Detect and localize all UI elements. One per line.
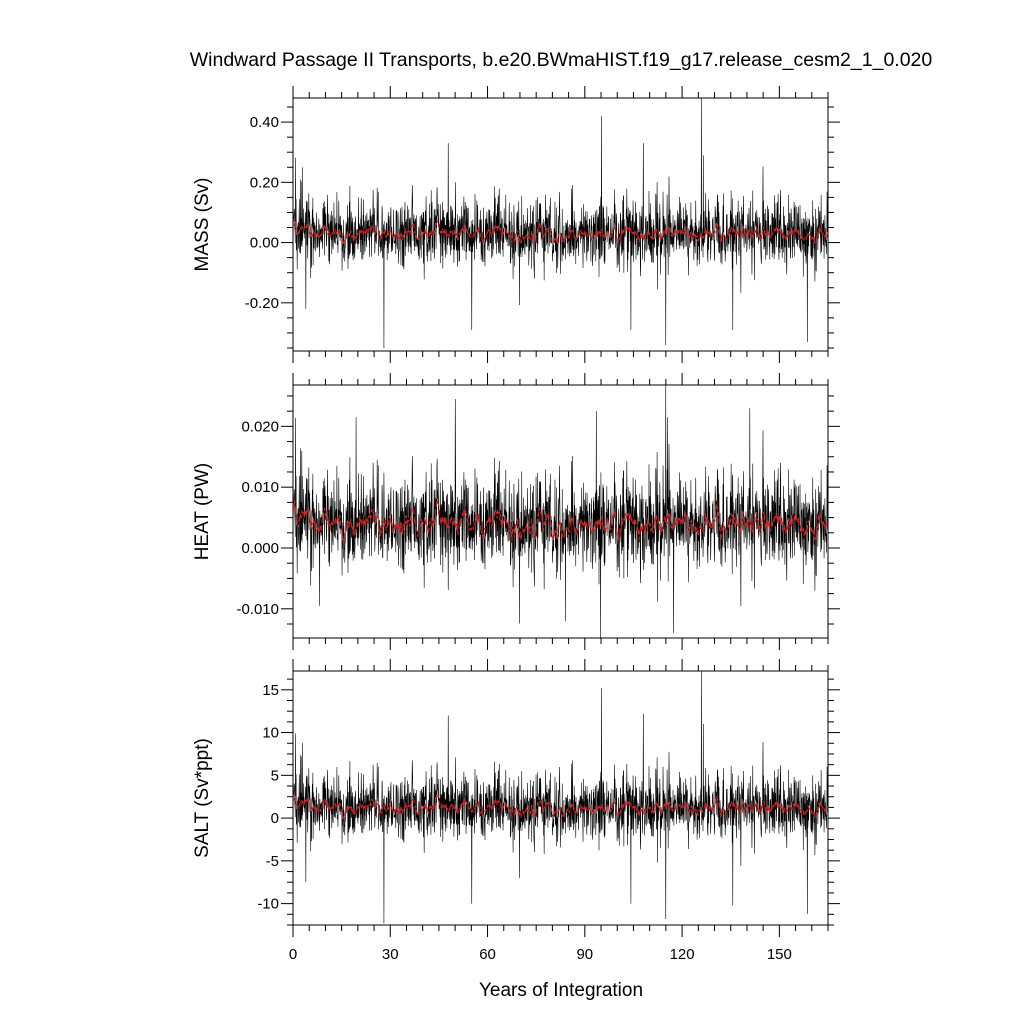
chart-title: Windward Passage II Transports, b.e20.BW…	[190, 49, 933, 71]
x-tick-label: 120	[670, 946, 695, 963]
mass-y-tick-label: 0.40	[250, 114, 279, 131]
heat-y-tick-label: -0.010	[236, 601, 279, 618]
mass-y-axis-title: MASS (Sv)	[192, 178, 213, 272]
salt-y-tick-label: -10	[257, 896, 279, 913]
salt-y-tick-label: -5	[266, 853, 279, 870]
mass-y-tick-label: 0.00	[250, 235, 279, 252]
x-tick-label: 30	[382, 946, 399, 963]
heat-y-tick-label: 0.000	[241, 540, 279, 557]
x-tick-label: 0	[289, 946, 297, 963]
mass-series-line	[293, 98, 828, 348]
x-tick-label: 60	[479, 946, 496, 963]
salt-y-tick-label: 10	[262, 725, 279, 742]
x-tick-label: 90	[576, 946, 593, 963]
x-axis-title: Years of Integration	[479, 980, 643, 1001]
heat-y-tick-label: 0.010	[241, 479, 279, 496]
heat-running-mean-line	[293, 500, 828, 544]
mass-running-mean-line	[293, 219, 828, 246]
salt-y-axis-title: SALT (Sv*ppt)	[192, 738, 213, 858]
salt-y-tick-label: 0	[271, 810, 279, 827]
heat-y-tick-label: 0.020	[241, 418, 279, 435]
mass-panel: -0.20 0.00 0.20 0.40 MASS (Sv)	[192, 86, 840, 363]
salt-y-tick-label: 15	[262, 682, 279, 699]
mass-y-tick-label: 0.20	[250, 174, 279, 191]
heat-y-axis-title: HEAT (PW)	[192, 463, 213, 560]
heat-series-line	[293, 385, 828, 638]
heat-panel: -0.010 0.000 0.010 0.020 HEAT (PW)	[192, 373, 840, 650]
salt-series-line	[293, 671, 828, 924]
salt-running-mean-line	[293, 793, 828, 820]
mass-y-tick-label: -0.20	[245, 295, 279, 312]
salt-y-tick-label: 5	[271, 767, 279, 784]
salt-panel: -10 -5 0 5 10 15 SALT (Sv*ppt) 0 30 60 90 120 150	[192, 659, 840, 963]
x-tick-label: 150	[767, 946, 792, 963]
